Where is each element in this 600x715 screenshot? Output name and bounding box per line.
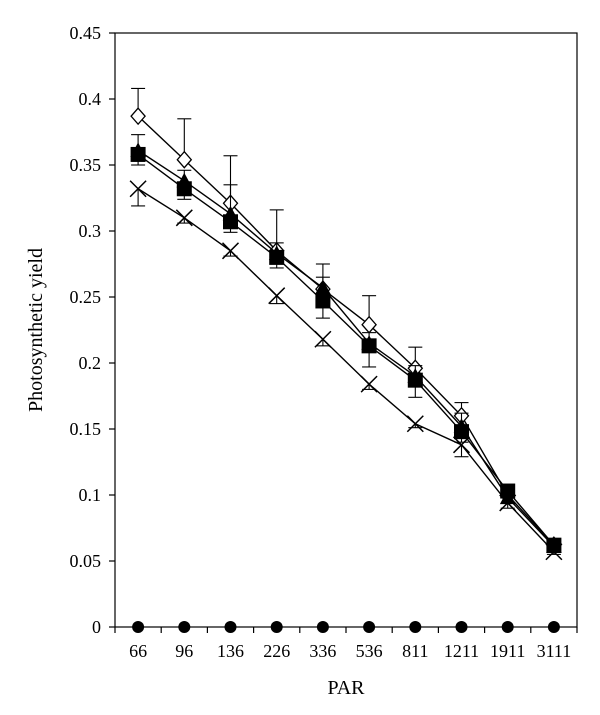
point-x	[314, 330, 332, 348]
x-tick-label: 1211	[444, 641, 479, 661]
y-tick-label: 0.2	[79, 353, 102, 373]
point-circle	[270, 621, 283, 633]
x-tick-label: 336	[309, 641, 336, 661]
point-circle	[178, 621, 191, 633]
series-x	[129, 180, 563, 561]
point-square	[361, 338, 377, 354]
point-square	[130, 146, 146, 162]
point-diamond	[176, 150, 193, 169]
point-x	[545, 543, 563, 561]
point-square	[176, 181, 192, 197]
point-circle	[455, 621, 468, 633]
point-circle	[501, 621, 514, 633]
series-line	[137, 153, 555, 546]
point-x	[499, 494, 517, 512]
point-square	[315, 293, 331, 309]
series-line	[137, 149, 555, 547]
point-square	[407, 372, 423, 388]
series-square-filled	[130, 146, 562, 553]
y-tick-label: 0.35	[70, 155, 102, 175]
point-square	[223, 214, 238, 230]
point-diamond	[361, 315, 377, 334]
point-circle	[547, 621, 560, 633]
x-axis: 66 96 136 226 336 536 811 1211 1911 3111	[114, 627, 578, 661]
point-square	[454, 424, 469, 440]
series-layer	[129, 87, 563, 633]
x-axis-title: PAR	[327, 677, 365, 699]
point-circle	[316, 621, 329, 633]
y-axis: 0 0.05 0.1 0.15 0.2 0.25 0.3 0.35 0.4 0.45	[70, 23, 115, 637]
point-x	[360, 375, 378, 393]
series-line	[137, 115, 555, 546]
point-circle	[132, 621, 145, 633]
series-diamond-open	[130, 87, 562, 555]
point-x	[175, 209, 193, 227]
y-tick-label: 0.05	[70, 551, 102, 571]
y-tick-label: 0.25	[70, 287, 102, 307]
y-axis-title: Photosynthetic yield	[25, 248, 47, 412]
point-circle	[224, 621, 237, 633]
point-square	[269, 249, 285, 265]
x-tick-label: 536	[356, 641, 383, 661]
point-x	[221, 242, 240, 260]
point-x	[452, 436, 471, 454]
point-diamond	[130, 107, 146, 126]
series-circle-filled	[132, 621, 560, 633]
y-tick-label: 0.3	[79, 221, 102, 241]
point-square	[500, 483, 516, 499]
point-x	[406, 415, 424, 433]
y-tick-label: 0	[92, 617, 101, 637]
x-tick-label: 66	[129, 641, 147, 661]
series-line	[137, 188, 555, 553]
x-tick-label: 1911	[490, 641, 525, 661]
x-tick-label: 3111	[537, 641, 572, 661]
point-x	[129, 180, 147, 198]
y-tick-label: 0.45	[70, 23, 102, 43]
point-circle	[363, 621, 376, 633]
y-tick-label: 0.15	[70, 419, 102, 439]
x-tick-label: 96	[175, 641, 193, 661]
x-tick-label: 136	[217, 641, 244, 661]
x-tick-label: 811	[402, 641, 428, 661]
y-tick-label: 0.1	[79, 485, 102, 505]
point-circle	[409, 621, 422, 633]
x-tick-label: 226	[263, 641, 290, 661]
point-square	[546, 537, 562, 553]
point-x	[268, 287, 286, 305]
y-tick-label: 0.4	[79, 89, 102, 109]
